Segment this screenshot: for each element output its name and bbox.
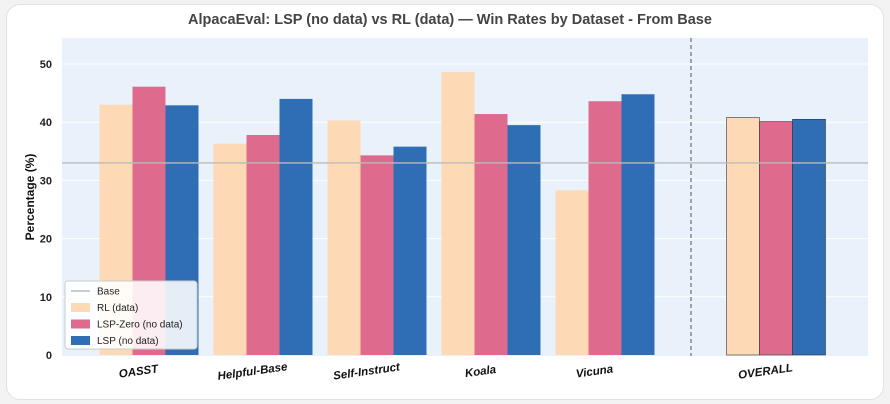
- y-tick-label: 30: [40, 175, 52, 187]
- legend-swatch: [71, 319, 90, 329]
- category-label: OASST: [118, 363, 160, 381]
- bar-1-1: [246, 135, 280, 355]
- category-label: Helpful-Base: [217, 361, 289, 383]
- bar-1-2: [279, 98, 313, 356]
- legend-swatch: [71, 336, 90, 345]
- bar-4-1: [588, 101, 622, 355]
- y-tick-label: 10: [40, 292, 52, 304]
- category-label: Self-Instruct: [333, 361, 402, 382]
- y-tick-labels: 0 10 20 30 40 50: [40, 59, 52, 362]
- bar-1-0: [213, 143, 247, 355]
- bar-3-2: [507, 125, 541, 355]
- legend-label: LSP (no data): [97, 336, 159, 347]
- legend: Base RL (data) LSP-Zero (no data) LSP (no d…: [64, 280, 198, 350]
- bar-5-0: [726, 117, 760, 356]
- legend-box: [64, 280, 198, 350]
- bar-3-1: [474, 114, 508, 355]
- y-axis-label: Percentage (%): [23, 154, 37, 241]
- chart-title: AlpacaEval: LSP (no data) vs RL (data) —…: [188, 12, 712, 28]
- legend-swatch: [71, 303, 90, 312]
- category-label: Vicuna: [575, 363, 614, 380]
- bar-4-0: [555, 190, 589, 355]
- legend-label: Base: [97, 287, 120, 298]
- y-tick-label: 50: [40, 59, 52, 71]
- bar-2-2: [393, 146, 427, 355]
- bar-3-0: [441, 72, 475, 355]
- y-tick-label: 0: [46, 350, 52, 362]
- category-labels: OASST Helpful-Base Self-Instruct Koala Vicun…: [118, 361, 793, 383]
- bar-5-1: [759, 121, 793, 356]
- legend-label: RL (data): [97, 303, 138, 314]
- bars: [99, 72, 826, 356]
- bar-2-0: [327, 120, 361, 355]
- bar-2-1: [360, 155, 394, 355]
- y-tick-label: 20: [40, 234, 52, 246]
- bar-5-2: [792, 118, 826, 356]
- category-label: OVERALL: [738, 362, 794, 382]
- bar-4-2: [621, 94, 655, 355]
- y-tick-label: 40: [40, 117, 52, 129]
- legend-label: LSP-Zero (no data): [97, 320, 183, 331]
- category-label: Koala: [464, 364, 497, 380]
